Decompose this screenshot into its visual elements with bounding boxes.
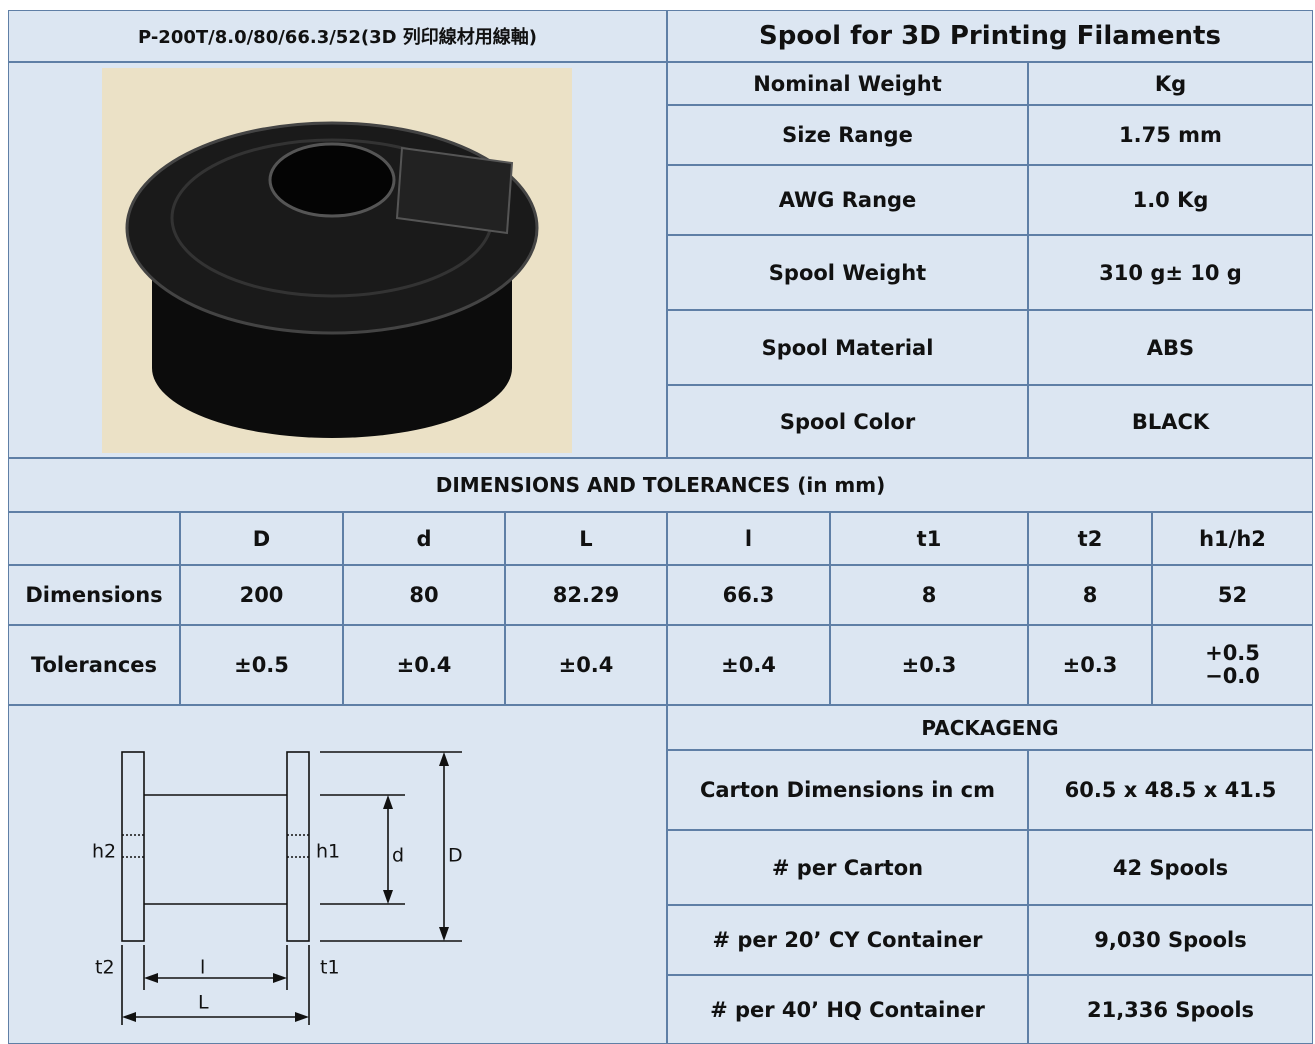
packaging-value: 9,030 Spools [1028,905,1313,975]
packaging-label: Carton Dimensions in cm [667,750,1028,830]
spec-value: ABS [1028,310,1313,385]
column-header: t1 [830,512,1028,565]
spec-value: 1.0 Kg [1028,165,1313,235]
model-title: P-200T/8.0/80/66.3/52(3D 列印線材用線軸) [8,10,667,62]
sheet-title: Spool for 3D Printing Filaments [667,10,1313,62]
spec-label: Size Range [667,105,1028,165]
dimension-value: ±0.4 [667,625,830,705]
section-title: PACKAGENG [667,705,1313,750]
spool-photo [102,68,572,453]
spec-label: Nominal Weight [667,62,1028,105]
dimension-value: ±0.3 [1028,625,1152,705]
packaging-label: # per 20’ CY Container [667,905,1028,975]
spec-value: Kg [1028,62,1313,105]
diagram-label: h1 [316,841,340,863]
spec-value: BLACK [1028,385,1313,458]
dimension-value: 52 [1152,565,1313,625]
spec-label: Spool Weight [667,235,1028,310]
cell-line: +0.5 [1205,640,1260,665]
section-title: DIMENSIONS AND TOLERANCES (in mm) [8,458,1313,512]
spec-label: Spool Material [667,310,1028,385]
column-header: D [180,512,343,565]
dimension-value: ±0.4 [505,625,667,705]
dimension-value: +0.5 −0.0 [1152,625,1313,705]
diagram-label: h2 [92,841,116,863]
column-header: L [505,512,667,565]
spec-value: 310 g± 10 g [1028,235,1313,310]
column-header: d [343,512,505,565]
spec-label: AWG Range [667,165,1028,235]
dimension-value: 8 [1028,565,1152,625]
dimension-value: ±0.4 [343,625,505,705]
column-header: t2 [1028,512,1152,565]
spool-diagram: h2 h1 d D t2 l t1 L [92,751,463,1025]
diagram-label: D [448,845,463,867]
packaging-value: 42 Spools [1028,830,1313,905]
spec-label: Spool Color [667,385,1028,458]
cell-line: −0.0 [1205,664,1260,688]
diagram-label: l [200,957,205,979]
row-label: Tolerances [8,625,180,705]
column-header: h1/h2 [1152,512,1313,565]
packaging-label: # per Carton [667,830,1028,905]
dimension-value: 82.29 [505,565,667,625]
column-header: l [667,512,830,565]
column-header [8,512,180,565]
packaging-value: 60.5 x 48.5 x 41.5 [1028,750,1313,830]
packaging-value: 21,336 Spools [1028,975,1313,1044]
dimension-value: 66.3 [667,565,830,625]
diagram-label: L [198,992,209,1014]
diagram-label: d [392,845,404,867]
dimension-value: ±0.3 [830,625,1028,705]
diagram-label: t2 [95,957,115,979]
diagram-label: t1 [320,957,340,979]
packaging-label: # per 40’ HQ Container [667,975,1028,1044]
dimension-value: 200 [180,565,343,625]
dimension-value: ±0.5 [180,625,343,705]
dimension-value: 8 [830,565,1028,625]
dimension-value: 80 [343,565,505,625]
spec-value: 1.75 mm [1028,105,1313,165]
row-label: Dimensions [8,565,180,625]
